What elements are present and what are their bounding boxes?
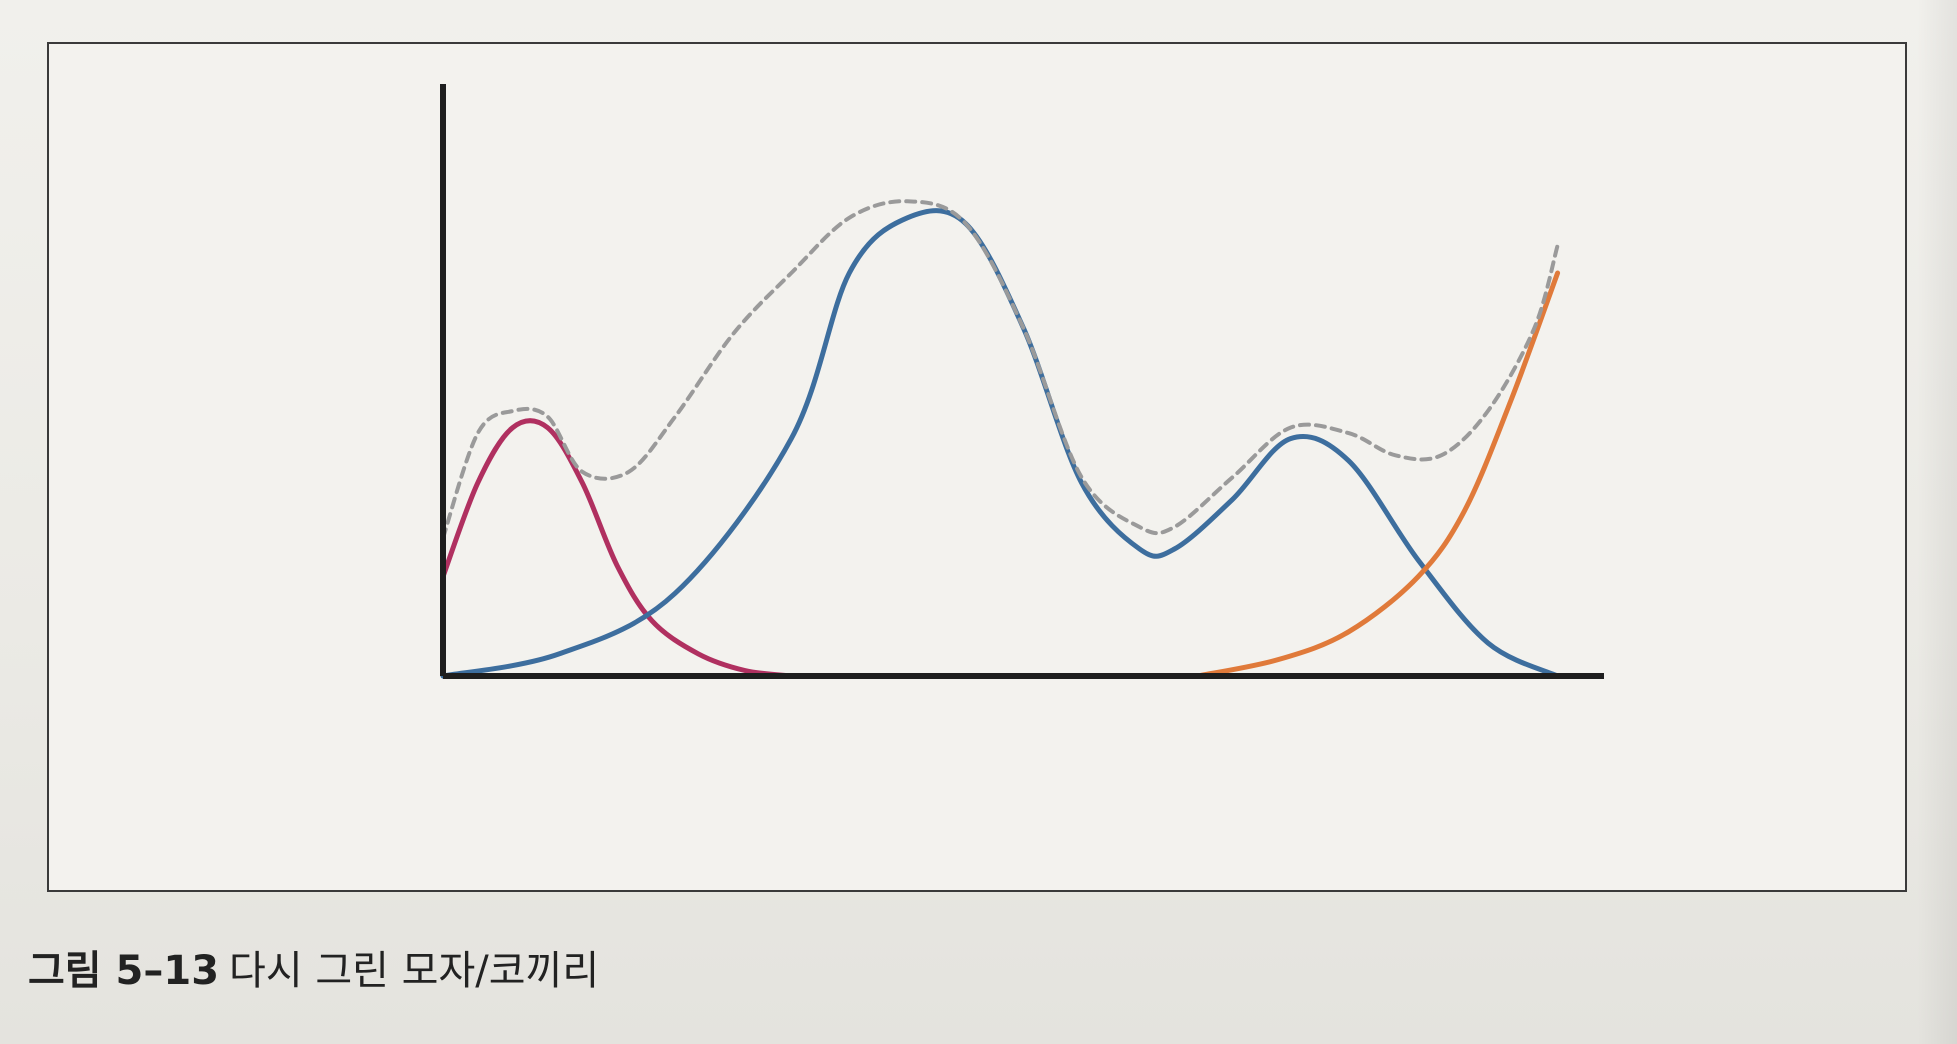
series-line-4 bbox=[441, 199, 1560, 540]
caption-label: 그림 5–13 bbox=[28, 948, 220, 994]
page-curl-shadow bbox=[1917, 0, 1957, 1044]
chart-svg bbox=[440, 84, 1604, 679]
figure-caption: 그림 5–13 다시 그린 모자/코끼리 bbox=[28, 938, 599, 996]
series-line-3 bbox=[1195, 270, 1561, 679]
figure-frame bbox=[47, 42, 1907, 892]
series-layer bbox=[440, 199, 1561, 679]
series-line-1 bbox=[440, 418, 794, 679]
caption-text: 다시 그린 모자/코끼리 bbox=[229, 948, 600, 994]
